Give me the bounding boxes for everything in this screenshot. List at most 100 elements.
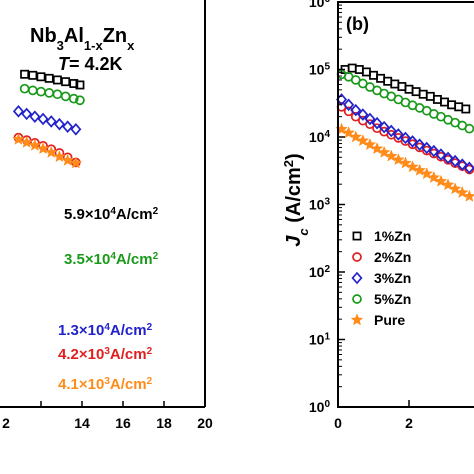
- panel-b-series-2-point: [385, 124, 397, 138]
- panel-b-series-0-point: [347, 63, 357, 73]
- panel-b-series-0-point: [418, 89, 428, 99]
- panel-a-annotation: 3.5×104A/cm2: [64, 251, 159, 269]
- panel-b-series-4-point: [363, 137, 377, 151]
- panel-b-series-0-point: [425, 91, 435, 101]
- panel-b-legend-label: 5%Zn: [374, 291, 411, 307]
- panel-b-series-4-point: [420, 167, 434, 180]
- panel-a-annotations: 5.9×104A/cm2 3.5×104A/cm2 1.3×104A/cm2 4.2×…: [58, 206, 159, 394]
- panel-b-data-marks: [335, 63, 474, 202]
- panel-b-legend-label: 1%Zn: [374, 228, 411, 244]
- panel-a-series-1-point: [19, 83, 30, 94]
- panel-a-annotation: 5.9×104A/cm2: [64, 206, 159, 224]
- panel-b-series-0-point: [376, 73, 386, 83]
- panel-b-y-tick-label: 102: [309, 264, 331, 281]
- panel-a-series-1-point: [27, 85, 38, 96]
- panel-a-series-2-point: [70, 123, 82, 136]
- panel-a-series-0-point: [20, 69, 30, 79]
- panel-b-series-4-point: [391, 153, 405, 166]
- panel-a-series-2-point: [12, 105, 24, 118]
- panel-b-series-4-point: [441, 178, 455, 191]
- panel-a-x-ticks: 2 14 16 18 20: [2, 401, 213, 431]
- panel-b-y-ticks: 100 101 102 103 104 105 106: [309, 0, 345, 415]
- panel-a-temperature-label: T= 4.2K: [58, 54, 123, 74]
- panel-b-series-3-point: [464, 123, 474, 134]
- panel-b-series-2-point: [407, 135, 419, 148]
- panel-a-series-2-point: [37, 112, 49, 126]
- panel-b-series-0-point: [440, 97, 449, 107]
- panel-b-series-0-point: [454, 102, 464, 112]
- panel-b-series-2-point: [428, 144, 440, 158]
- panel-b-series-0-point: [361, 67, 371, 77]
- panel-a-x-tick-label: 2: [2, 415, 10, 431]
- panel-a-series-1-point: [68, 93, 79, 104]
- panel-b-series-2-point: [364, 112, 376, 126]
- panel-a-x-tick-label: 20: [197, 415, 213, 431]
- panel-a-series-1-point: [75, 95, 85, 106]
- panel-b-series-2-point: [463, 161, 474, 175]
- panel-b-series-2-point: [421, 141, 433, 155]
- panel-a-series-0-point: [52, 75, 62, 85]
- panel-b-series-2-point: [456, 158, 468, 171]
- panel-b-series-2-point: [350, 103, 362, 117]
- panel-a-series-0-point: [69, 79, 79, 88]
- panel-b-series-0-point: [397, 82, 407, 91]
- panel-a-x-tick-label: 16: [115, 415, 131, 431]
- panel-b-series-2-point: [371, 116, 383, 130]
- panel-b-y-tick-label: 101: [309, 331, 331, 348]
- panel-a-annotation: 4.2×103A/cm2: [58, 346, 153, 364]
- panel-b-series-4-point: [399, 156, 412, 169]
- panel-a-series-2-point: [45, 115, 57, 128]
- panel-a-series-1-point: [60, 91, 71, 102]
- panel-b-label: (b): [346, 14, 369, 34]
- panel-a-series-1-point: [36, 86, 46, 97]
- panel-a-series-4-point: [69, 156, 83, 169]
- panel-a-series-4-point: [28, 138, 42, 151]
- panel-b-legend-marker: [352, 252, 362, 262]
- panel-a-series-2-point: [53, 117, 65, 131]
- panel-a-series-4-point: [53, 150, 66, 163]
- panel-b-series-2-point: [392, 128, 404, 141]
- panel-b-legend-label: 2%Zn: [374, 249, 411, 265]
- panel-b-series-0-point: [354, 65, 364, 74]
- panel-b-series-4-point: [406, 160, 419, 173]
- panel-b-series-4-point: [349, 130, 363, 143]
- panel-b-x-tick-label: 2: [405, 415, 413, 431]
- panel-b-y-tick-label: 106: [309, 0, 331, 10]
- panel-b-series-2-point: [357, 108, 369, 121]
- panel-b-y-tick-label: 100: [309, 399, 331, 416]
- panel-a-annotation: 4.1×103A/cm2: [58, 376, 153, 394]
- panel-a-series-2-point: [21, 107, 33, 121]
- panel-b-series-0-point: [411, 87, 421, 97]
- panel-b-series-2-point: [414, 138, 426, 151]
- panel-a-series-4-point: [44, 145, 58, 158]
- panel-b-series-0-point: [404, 84, 414, 94]
- panel-a-series-0-point: [28, 70, 38, 80]
- panel-b-series-4-point: [384, 149, 398, 162]
- panel-b-series-0-point: [432, 94, 442, 104]
- panel-b-series-4-point: [413, 163, 427, 176]
- panel-b-series-4-point: [455, 185, 469, 199]
- panel-b-legend-marker: [351, 271, 363, 285]
- panel-a: 2 14 16 18 20 Nb3Al1-xZnx T= 4.2K 5.9×104A/c…: [0, 0, 213, 431]
- panel-a-series-0-point: [44, 73, 54, 83]
- panel-b-legend-label: 3%Zn: [374, 270, 411, 286]
- panel-b-series-0-point: [383, 76, 393, 86]
- panel-b-series-4-point: [342, 126, 356, 139]
- panel-a-series-2-point: [62, 120, 74, 134]
- panel-a-series-1-point: [44, 88, 55, 98]
- panel-a-data-marks: [12, 69, 85, 169]
- panel-a-series-0-point: [36, 72, 46, 82]
- panel-b-series-2-point: [399, 131, 411, 145]
- panel-b: 100101102103104105106 02 (b) Jc (A/cm2) …: [281, 0, 474, 431]
- panel-a-series-4-point: [12, 132, 25, 145]
- panel-a-x-tick-label: 14: [74, 415, 90, 431]
- panel-b-series-2-point: [442, 151, 454, 165]
- panel-b-series-4-point: [427, 170, 441, 184]
- panel-b-series-2-point: [449, 154, 461, 168]
- panel-b-series-0-point: [461, 104, 471, 114]
- panel-b-series-4-point: [448, 182, 462, 195]
- panel-b-series-0-point: [447, 100, 457, 110]
- panel-b-series-2-point: [378, 120, 390, 134]
